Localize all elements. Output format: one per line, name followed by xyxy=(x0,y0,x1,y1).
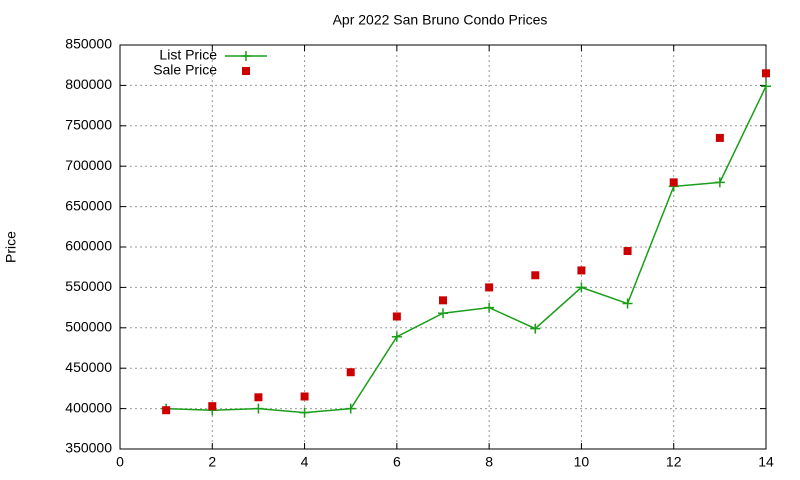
y-tick-label: 650000 xyxy=(65,197,112,213)
y-tick-label: 550000 xyxy=(65,278,112,294)
data-point xyxy=(345,403,356,414)
plot-border xyxy=(119,44,767,450)
y-tick-label: 400000 xyxy=(65,399,112,415)
data-point xyxy=(484,302,495,313)
data-point xyxy=(254,393,263,402)
data-point xyxy=(530,323,541,334)
data-point xyxy=(669,178,678,187)
y-tick-label: 850000 xyxy=(65,36,112,52)
y-tick-label: 700000 xyxy=(65,157,112,173)
x-tick-label: 14 xyxy=(758,454,774,470)
series-line xyxy=(166,85,767,414)
x-tick-label: 8 xyxy=(485,454,493,470)
x-tick-label: 2 xyxy=(208,454,216,470)
x-tick-label: 10 xyxy=(574,454,590,470)
data-point xyxy=(300,392,309,401)
x-tick-label: 4 xyxy=(301,454,309,470)
data-point xyxy=(439,296,447,305)
y-axis-label: Price xyxy=(3,231,19,263)
data-point xyxy=(762,69,770,78)
x-tick-label: 12 xyxy=(666,454,682,470)
data-point xyxy=(531,271,540,280)
y-tick-label: 500000 xyxy=(65,319,112,335)
data-point xyxy=(715,133,724,142)
y-tick-label: 350000 xyxy=(65,440,112,456)
data-point xyxy=(208,402,217,411)
data-point xyxy=(622,298,633,309)
data-point xyxy=(392,312,401,321)
data-point xyxy=(761,81,771,92)
chart-title: Apr 2022 San Bruno Condo Prices xyxy=(333,12,548,28)
data-point xyxy=(576,282,587,293)
x-tick-label: 6 xyxy=(393,454,401,470)
data-point xyxy=(253,403,264,414)
y-tick-label: 800000 xyxy=(65,76,112,92)
legend-label: Sale Price xyxy=(153,62,217,78)
y-tick-label: 600000 xyxy=(65,238,112,254)
data-point xyxy=(485,283,494,292)
y-tick-label: 750000 xyxy=(65,117,112,133)
data-point xyxy=(299,407,310,418)
data-point xyxy=(577,266,586,275)
legend-marker xyxy=(242,67,250,75)
legend-marker xyxy=(241,51,251,61)
data-point xyxy=(391,331,402,342)
data-point xyxy=(346,368,355,377)
data-point xyxy=(162,406,171,415)
y-tick-label: 450000 xyxy=(65,359,112,375)
x-tick-label: 0 xyxy=(116,454,124,470)
legend-label: List Price xyxy=(159,47,217,63)
data-point xyxy=(714,177,725,188)
data-point xyxy=(438,308,448,319)
data-point xyxy=(623,247,632,256)
